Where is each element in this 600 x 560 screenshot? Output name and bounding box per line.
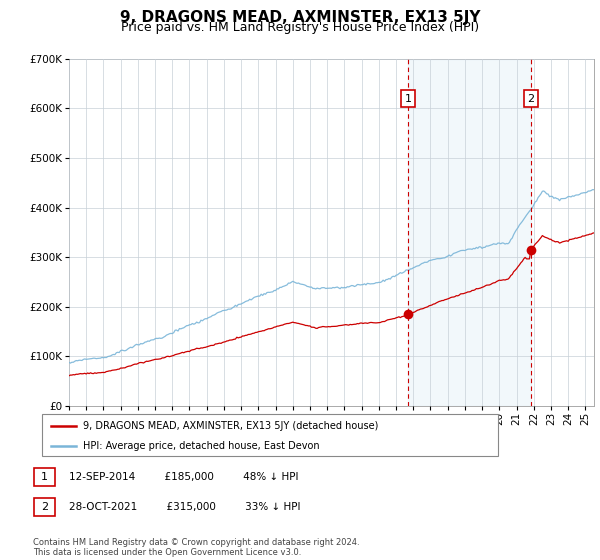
Text: Contains HM Land Registry data © Crown copyright and database right 2024.
This d: Contains HM Land Registry data © Crown c…	[33, 538, 359, 557]
Text: 1: 1	[404, 94, 412, 104]
Bar	[408, 59, 531, 406]
Text: 12-SEP-2014         £185,000         48% ↓ HPI: 12-SEP-2014 £185,000 48% ↓ HPI	[69, 472, 299, 482]
Text: 2: 2	[527, 94, 535, 104]
Text: HPI: Average price, detached house, East Devon: HPI: Average price, detached house, East…	[83, 441, 320, 451]
Text: 1: 1	[41, 472, 48, 482]
Text: 28-OCT-2021         £315,000         33% ↓ HPI: 28-OCT-2021 £315,000 33% ↓ HPI	[69, 502, 301, 512]
Text: 2: 2	[41, 502, 48, 512]
Text: Price paid vs. HM Land Registry's House Price Index (HPI): Price paid vs. HM Land Registry's House …	[121, 21, 479, 34]
Text: 9, DRAGONS MEAD, AXMINSTER, EX13 5JY (detached house): 9, DRAGONS MEAD, AXMINSTER, EX13 5JY (de…	[83, 421, 379, 431]
Text: 9, DRAGONS MEAD, AXMINSTER, EX13 5JY: 9, DRAGONS MEAD, AXMINSTER, EX13 5JY	[120, 10, 480, 25]
